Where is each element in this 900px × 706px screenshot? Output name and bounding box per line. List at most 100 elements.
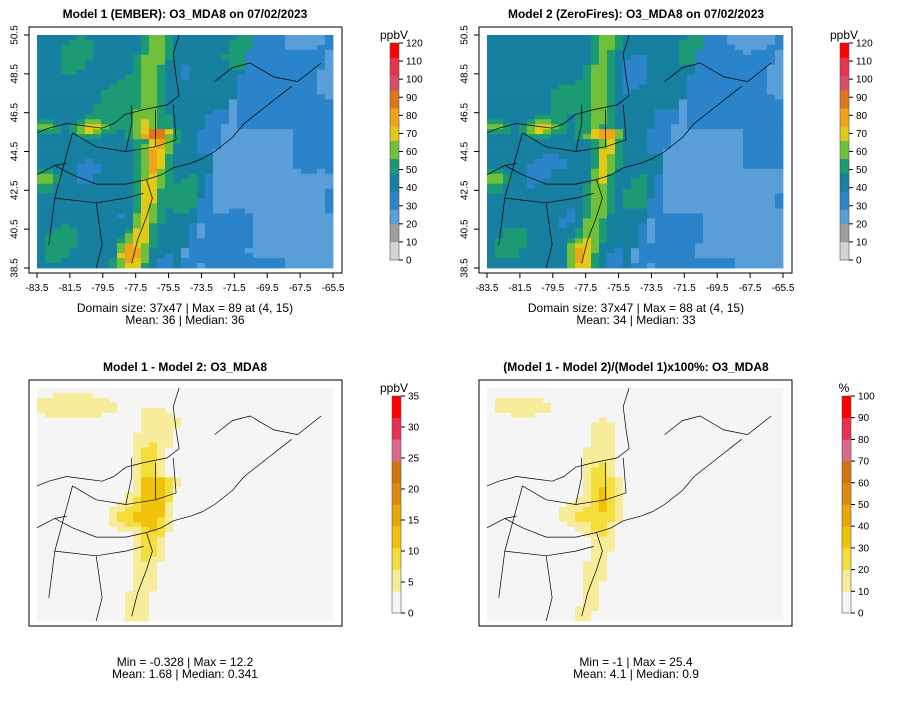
colorbar-segment <box>390 198 399 203</box>
heatmap-cell <box>261 39 270 46</box>
heatmap-cell <box>221 218 230 224</box>
heatmap-cell <box>719 49 728 56</box>
heatmap-cell <box>269 69 278 76</box>
heatmap-cell <box>599 243 608 249</box>
heatmap-cell <box>53 253 62 259</box>
heatmap-cell <box>61 462 70 468</box>
heatmap-cell <box>559 109 568 115</box>
heatmap-cell <box>165 233 174 239</box>
heatmap-cell <box>197 238 206 244</box>
heatmap-cell <box>109 497 118 503</box>
heatmap-cell <box>53 218 62 224</box>
heatmap-cell <box>309 417 318 424</box>
heatmap-cell <box>229 467 238 473</box>
heatmap-cell <box>309 497 318 503</box>
heatmap-cell <box>743 168 752 175</box>
heatmap-cell <box>519 54 528 61</box>
heatmap-cell <box>535 163 544 170</box>
heatmap-cell <box>221 467 230 473</box>
heatmap-cell <box>591 218 600 224</box>
heatmap-cell <box>309 149 318 155</box>
heatmap-cell <box>117 79 126 85</box>
heatmap-cell <box>655 54 664 61</box>
heatmap-cell <box>53 69 62 76</box>
heatmap-cell <box>149 99 158 105</box>
colorbar-segment <box>390 71 399 76</box>
heatmap-cell <box>309 467 318 473</box>
x-tick-label: -65.5 <box>322 283 345 294</box>
heatmap-cell <box>623 248 632 254</box>
colorbar-segment <box>390 57 399 62</box>
heatmap-cell <box>53 477 62 483</box>
heatmap-cell <box>301 208 310 214</box>
heatmap-cell <box>181 233 190 239</box>
heatmap-cell <box>487 104 496 110</box>
heatmap-cell <box>205 397 214 404</box>
heatmap-cell <box>567 119 576 125</box>
heatmap-cell <box>309 223 318 229</box>
heatmap-cell <box>189 531 198 538</box>
heatmap-cell <box>77 462 86 468</box>
heatmap-cell <box>197 39 206 46</box>
map-boundary-line <box>202 86 292 159</box>
heatmap-cell <box>141 39 150 46</box>
heatmap-cell <box>61 477 70 483</box>
heatmap-cell <box>77 511 86 518</box>
heatmap-cell <box>309 49 318 56</box>
heatmap-cell <box>767 168 776 175</box>
heatmap-cell <box>141 397 150 404</box>
heatmap-cell <box>157 144 166 150</box>
heatmap-cell <box>735 39 744 46</box>
heatmap-cell <box>261 188 270 195</box>
colorbar-segment <box>840 43 849 47</box>
heatmap-cell <box>285 526 294 533</box>
heatmap-cell <box>519 79 528 85</box>
heatmap-cell <box>671 213 680 219</box>
heatmap-cell <box>189 144 198 150</box>
heatmap-cell <box>519 168 528 175</box>
heatmap-cell <box>269 74 278 81</box>
heatmap-cell <box>293 238 302 244</box>
heatmap-cell <box>197 153 206 160</box>
heatmap-cell <box>125 119 134 125</box>
heatmap-cell <box>221 521 230 528</box>
heatmap-cell <box>527 139 536 145</box>
heatmap-cell <box>229 149 238 155</box>
heatmap-cell <box>173 248 182 254</box>
heatmap-cell <box>237 168 246 175</box>
heatmap-cell <box>503 173 512 180</box>
heatmap-cell <box>309 74 318 81</box>
heatmap-cell <box>165 487 174 493</box>
heatmap-cell <box>487 139 496 145</box>
heatmap-cell <box>551 104 560 110</box>
colorbar-segment <box>840 252 849 257</box>
heatmap-cell <box>149 183 158 190</box>
heatmap-cell <box>149 531 158 538</box>
heatmap-cell <box>317 506 326 513</box>
heatmap-cell <box>229 144 238 150</box>
heatmap-cell <box>109 79 118 85</box>
heatmap-cell <box>655 258 664 264</box>
heatmap-cell <box>269 99 278 105</box>
heatmap-cell <box>543 223 552 229</box>
heatmap-cell <box>719 253 728 259</box>
heatmap-cell <box>93 482 102 488</box>
heatmap-cell <box>671 233 680 239</box>
heatmap-cell <box>125 452 134 458</box>
heatmap-cell <box>149 213 158 219</box>
heatmap-cell <box>317 64 326 71</box>
heatmap-cell <box>559 119 568 125</box>
heatmap-cell <box>325 516 334 523</box>
heatmap-cell <box>293 149 302 155</box>
heatmap-cell <box>85 59 94 66</box>
heatmap-cell <box>173 531 182 538</box>
heatmap-cell <box>623 258 632 264</box>
heatmap-cell <box>277 502 286 508</box>
heatmap-cell <box>85 482 94 488</box>
heatmap-cell <box>101 442 110 448</box>
heatmap-cell <box>317 178 326 185</box>
heatmap-cell <box>189 129 198 135</box>
heatmap-cell <box>133 541 142 548</box>
heatmap-cell <box>607 258 616 264</box>
heatmap-cell <box>157 541 166 548</box>
